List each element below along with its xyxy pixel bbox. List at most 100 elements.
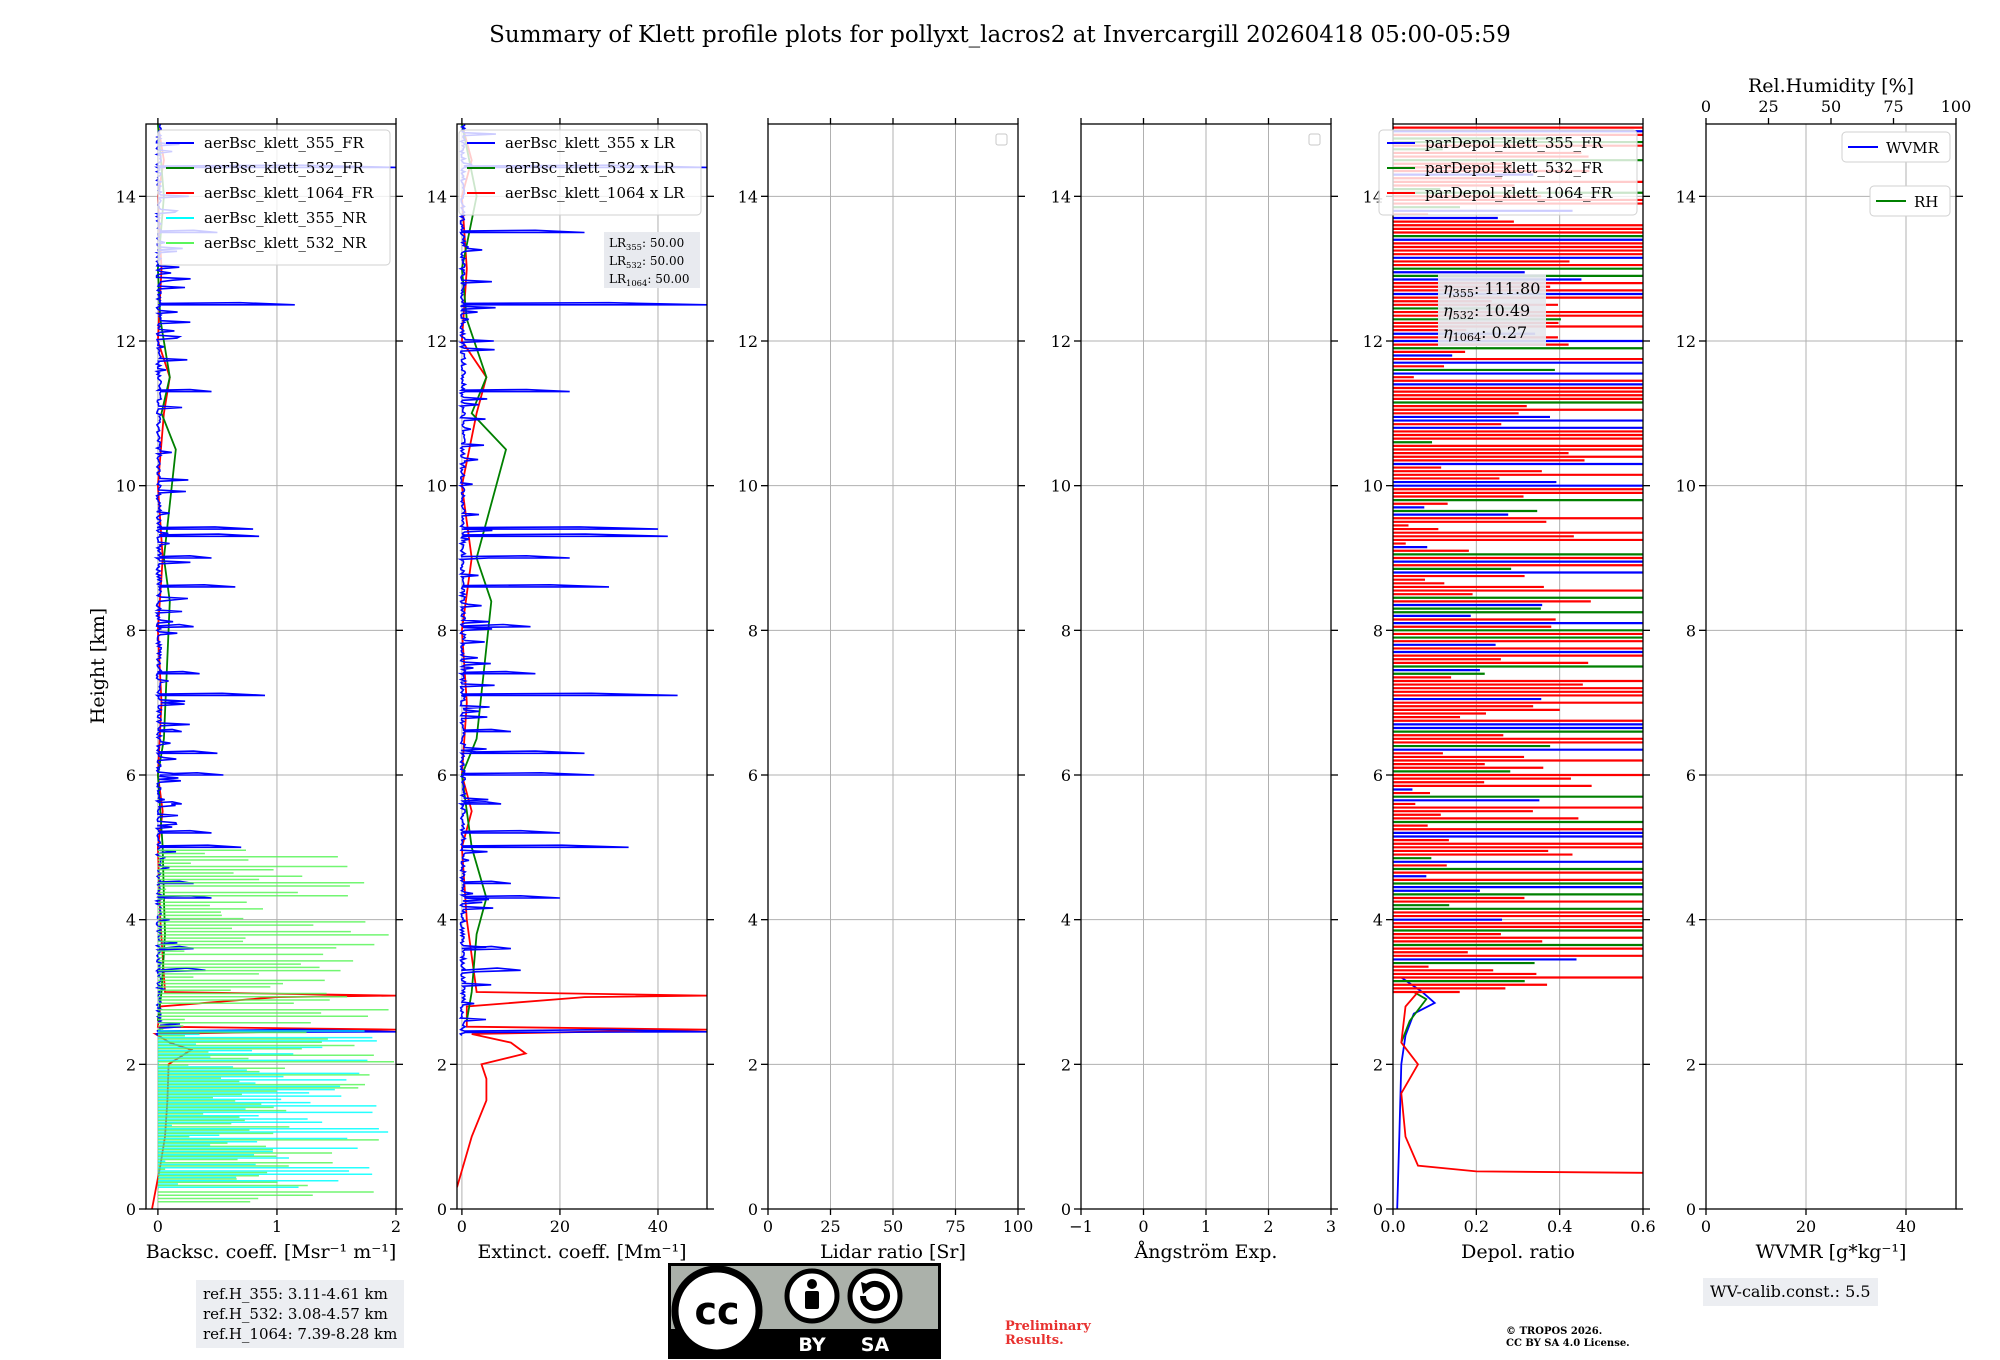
panel-wv: 0 20 40 0 2 4 6 8 10 12 14 WVMR [g*kg⁻¹] 0 25 50 75 100 R… — [1676, 75, 1972, 1263]
annotation-box — [1438, 274, 1546, 346]
x-tick-label: −1 — [1069, 1217, 1093, 1236]
y-tick-label: 4 — [126, 911, 136, 930]
y-tick-label: 6 — [437, 766, 447, 785]
x-tick-label: 20 — [1796, 1217, 1816, 1236]
y-tick-label: 8 — [748, 621, 758, 640]
x-axis-label-ext: Extinct. coeff. [Mm⁻¹] — [477, 1241, 686, 1263]
legend-box — [157, 129, 391, 266]
series-pardepol-klett-532-fr — [1400, 991, 1428, 1043]
x-tick-label: 50 — [883, 1217, 903, 1236]
y-tick-label: 8 — [126, 621, 136, 640]
annotation-sub: 1064 — [626, 278, 647, 288]
top-x-tick-label: 0 — [1701, 97, 1711, 116]
legend-label: RH — [1914, 193, 1938, 211]
y-tick-label: 8 — [1686, 621, 1696, 640]
annotation-value: : 0.27 — [1481, 323, 1527, 342]
annotation-symbol: η — [1443, 279, 1453, 298]
ref-height-1064: ref.H_1064: 7.39-8.28 km — [203, 1325, 398, 1343]
annotation-sub: 532 — [626, 260, 642, 270]
y-tick-label: 14 — [1363, 187, 1383, 206]
annotation-value: : 50.00 — [642, 236, 684, 250]
y-axis-label: Height [km] — [87, 608, 109, 724]
x-tick-label: 20 — [550, 1217, 570, 1236]
annotation-sub: 355 — [1453, 287, 1474, 300]
axes-frame-bsc — [145, 123, 397, 1210]
x-tick-label: 0 — [153, 1217, 163, 1236]
y-tick-label: 4 — [1686, 911, 1696, 930]
series-pardepol-klett-1064-fr — [1400, 991, 1643, 1174]
annotation-line: η1064: 0.27 — [1443, 323, 1527, 344]
panel-lr: 0 25 50 75 100 0 2 4 6 8 10 12 14 Lidar ratio [Sr] — [738, 118, 1034, 1263]
y-tick-label: 2 — [1061, 1055, 1071, 1074]
sa-label: SA — [861, 1334, 890, 1356]
wv-calib-box: WV-calib.const.: 5.5 — [1703, 1278, 1878, 1306]
annotation-symbol: η — [1443, 301, 1453, 320]
legend-label: aerBsc_klett_532 x LR — [505, 159, 676, 177]
legend-label: aerBsc_klett_1064 x LR — [505, 184, 685, 202]
annotation-sub: 1064 — [1453, 331, 1481, 344]
x-tick-label: 75 — [945, 1217, 965, 1236]
y-tick-label: 14 — [738, 187, 758, 206]
y-tick-label: 8 — [437, 621, 447, 640]
annotation-line: LR532: 50.00 — [609, 254, 684, 270]
legend-label: aerBsc_klett_532_FR — [204, 159, 364, 177]
x-axis-label-dep: Depol. ratio — [1461, 1241, 1575, 1263]
legend-label: aerBsc_klett_355 x LR — [505, 134, 676, 152]
y-tick-label: 10 — [1363, 477, 1383, 496]
annotation-box — [604, 232, 700, 288]
y-tick-label: 6 — [126, 766, 136, 785]
series-aerbsc-klett-532-nr — [157, 849, 395, 1203]
y-tick-label: 2 — [1686, 1055, 1696, 1074]
y-tick-label: 0 — [1686, 1200, 1696, 1219]
y-tick-label: 10 — [427, 477, 447, 496]
y-tick-label: 12 — [1676, 332, 1696, 351]
y-tick-label: 14 — [427, 187, 447, 206]
top-x-tick-label: 25 — [1758, 97, 1778, 116]
y-tick-label: 6 — [1686, 766, 1696, 785]
annotation-symbol: LR — [609, 272, 627, 286]
annotation-symbol: η — [1443, 323, 1453, 342]
top-x-tick-label: 50 — [1821, 97, 1841, 116]
series-aerbsc-klett-532-x-lr — [460, 124, 508, 1022]
x-axis-label-lr: Lidar ratio [Sr] — [820, 1241, 966, 1263]
y-tick-label: 2 — [126, 1055, 136, 1074]
ref-height-532: ref.H_532: 3.08-4.57 km — [203, 1305, 388, 1323]
legend-label: aerBsc_klett_532_NR — [204, 234, 367, 252]
x-tick-label: 2 — [391, 1217, 401, 1236]
x-tick-label: 40 — [648, 1217, 668, 1236]
axes-frame-dep — [1392, 123, 1644, 1210]
y-tick-label: 0 — [437, 1200, 447, 1219]
annotation-line: η355: 111.80 — [1443, 279, 1540, 300]
x-tick-label: 1 — [272, 1217, 282, 1236]
x-tick-label: 0.4 — [1547, 1217, 1572, 1236]
y-tick-label: 8 — [1061, 621, 1071, 640]
x-tick-label: 2 — [1263, 1217, 1273, 1236]
series-aerbsc-klett-355-x-lr — [457, 124, 707, 1036]
ref-height-355: ref.H_355: 3.11-4.61 km — [203, 1285, 388, 1303]
y-tick-label: 0 — [748, 1200, 758, 1219]
annotation-line: η532: 10.49 — [1443, 301, 1530, 322]
y-tick-label: 4 — [748, 911, 758, 930]
panel-dep: 0.0 0.2 0.4 0.6 0 2 4 6 8 10 12 14 Depol. ratio parDe… — [1363, 118, 1656, 1263]
legend-label: parDepol_klett_532_FR — [1425, 159, 1603, 177]
series-depol-noise — [1393, 126, 1643, 994]
y-tick-label: 12 — [738, 332, 758, 351]
reference-heights-box: ref.H_355: 3.11-4.61 km ref.H_532: 3.08-… — [196, 1280, 405, 1348]
y-tick-label: 6 — [1373, 766, 1383, 785]
y-tick-label: 2 — [1373, 1055, 1383, 1074]
data-bsc — [151, 124, 396, 1209]
copyright-line-2: CC BY SA 4.0 License. — [1506, 1338, 1630, 1349]
figure-title: Summary of Klett profile plots for polly… — [489, 22, 1511, 48]
y-tick-label: 14 — [1051, 187, 1071, 206]
x-tick-label: 1 — [1201, 1217, 1211, 1236]
x-tick-label: 0.2 — [1464, 1217, 1489, 1236]
axes-frame-ext — [456, 123, 708, 1210]
legend-box — [1869, 185, 1951, 217]
legend-label: aerBsc_klett_355_FR — [204, 134, 364, 152]
annotation-value: : 111.80 — [1474, 279, 1540, 298]
top-x-tick-label: 100 — [1941, 97, 1972, 116]
x-tick-label: 100 — [1003, 1217, 1034, 1236]
